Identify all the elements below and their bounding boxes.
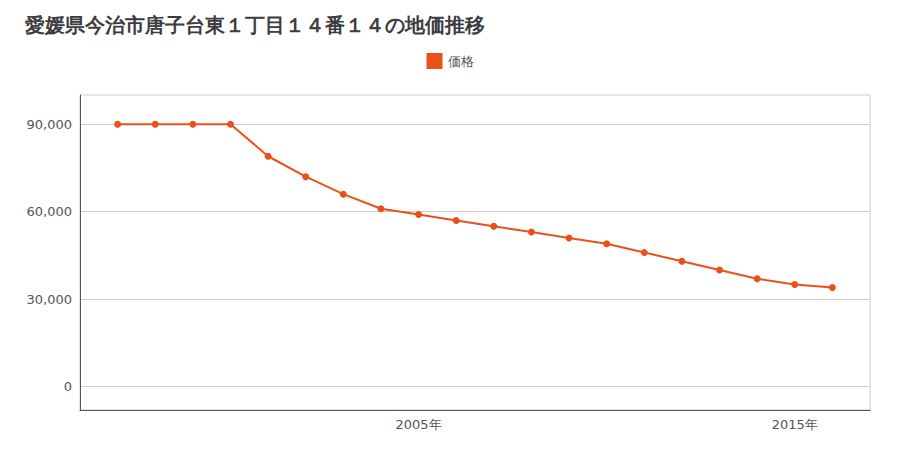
svg-text:60,000: 60,000 <box>27 204 73 219</box>
svg-text:2015年: 2015年 <box>772 417 818 432</box>
svg-text:0: 0 <box>64 379 72 394</box>
svg-text:90,000: 90,000 <box>27 117 73 132</box>
svg-text:価格: 価格 <box>448 54 474 69</box>
svg-text:愛媛県今治市唐子台東１丁目１４番１４の地価推移: 愛媛県今治市唐子台東１丁目１４番１４の地価推移 <box>25 13 485 37</box>
svg-text:2005年: 2005年 <box>396 417 442 432</box>
svg-text:30,000: 30,000 <box>27 292 73 307</box>
